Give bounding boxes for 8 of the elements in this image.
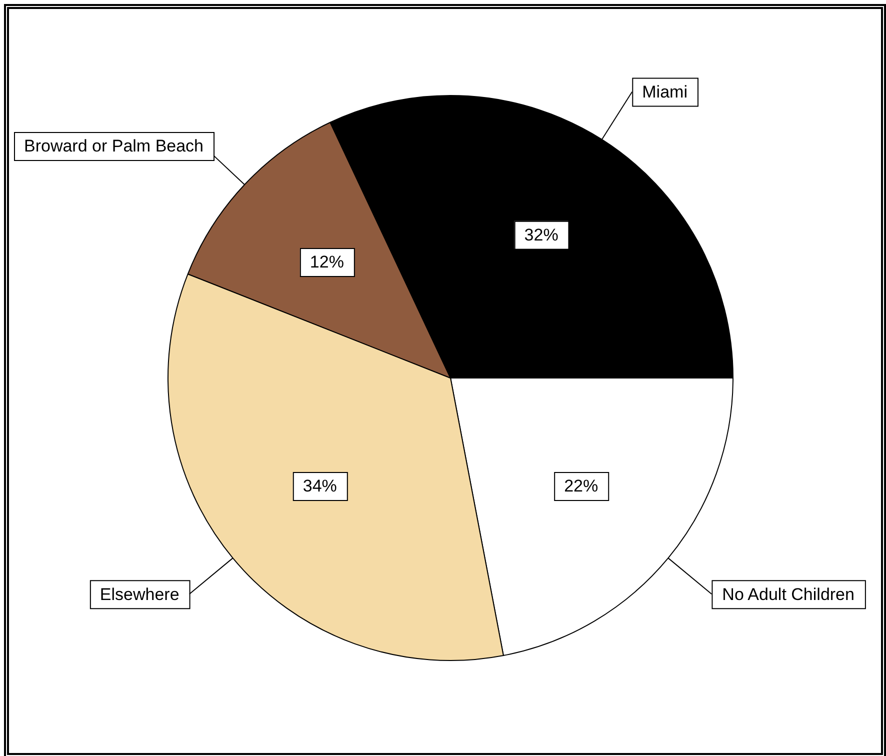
slice-label: Miami bbox=[642, 82, 688, 102]
slice-label: No Adult Children bbox=[722, 584, 854, 604]
data-label: 34% bbox=[302, 476, 337, 496]
data-label: 22% bbox=[564, 476, 598, 496]
data-label: 32% bbox=[524, 226, 558, 245]
data-label: 12% bbox=[310, 252, 344, 272]
slice-label: Broward or Palm Beach bbox=[24, 136, 204, 156]
slice-label: Elsewhere bbox=[100, 584, 180, 604]
